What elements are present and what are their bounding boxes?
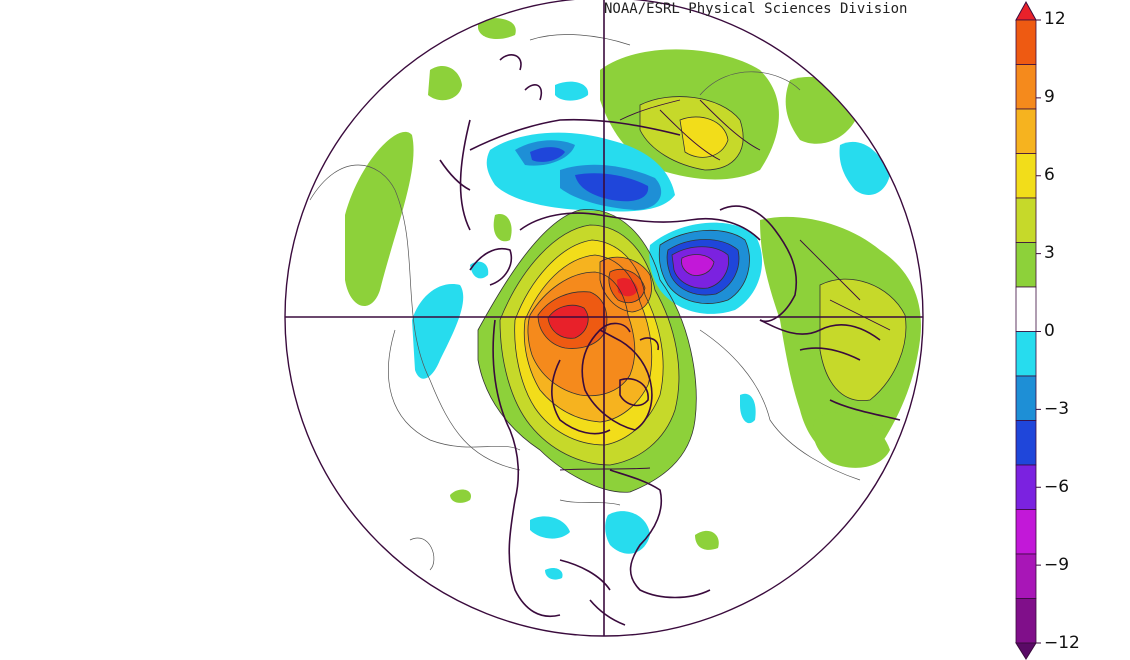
colorbar-band: [1015, 331, 1037, 377]
anomaly-field: [285, 0, 923, 636]
colorbar-tick-label: −6: [1044, 477, 1070, 497]
negative-anomaly-magenta: [681, 254, 714, 276]
colorbar-tick-label: −9: [1044, 555, 1070, 575]
contour-lines: [477, 96, 907, 493]
credit-label: NOAA/ESRL Physical Sciences Division: [604, 1, 908, 17]
colorbar-band: [1015, 197, 1037, 243]
colorbar-tick-label: −3: [1044, 399, 1070, 419]
colorbar-band: [1015, 19, 1037, 65]
colorbar-tick-label: 3: [1044, 243, 1055, 263]
colorbar-bottom-arrow: [1015, 642, 1037, 660]
positive-anomaly-max: [548, 278, 638, 339]
colorbar-band: [1015, 553, 1037, 599]
colorbar-band: [1015, 64, 1037, 110]
colorbar-tick-label: 6: [1044, 165, 1055, 185]
colorbar-band: [1015, 286, 1037, 332]
colorbar-tick-label: 12: [1044, 9, 1066, 29]
zero-contours: [309, 34, 861, 571]
map-boundary-circle: [284, 0, 924, 637]
colorbar: [1015, 0, 1041, 660]
colorbar-band: [1015, 464, 1037, 510]
colorbar-top-arrow: [1015, 0, 1037, 21]
borders: [559, 99, 891, 471]
colorbar-tick-label: −12: [1044, 633, 1080, 653]
graticule: [284, 0, 924, 637]
colorbar-tick-label: 9: [1044, 87, 1055, 107]
coastlines: [439, 54, 901, 626]
colorbar-band: [1015, 598, 1037, 644]
colorbar-band: [1015, 420, 1037, 466]
colorbar-band: [1015, 509, 1037, 555]
colorbar-band: [1015, 153, 1037, 199]
colorbar-band: [1015, 108, 1037, 154]
colorbar-band: [1015, 242, 1037, 288]
colorbar-tick-label: 0: [1044, 321, 1055, 341]
colorbar-band: [1015, 375, 1037, 421]
